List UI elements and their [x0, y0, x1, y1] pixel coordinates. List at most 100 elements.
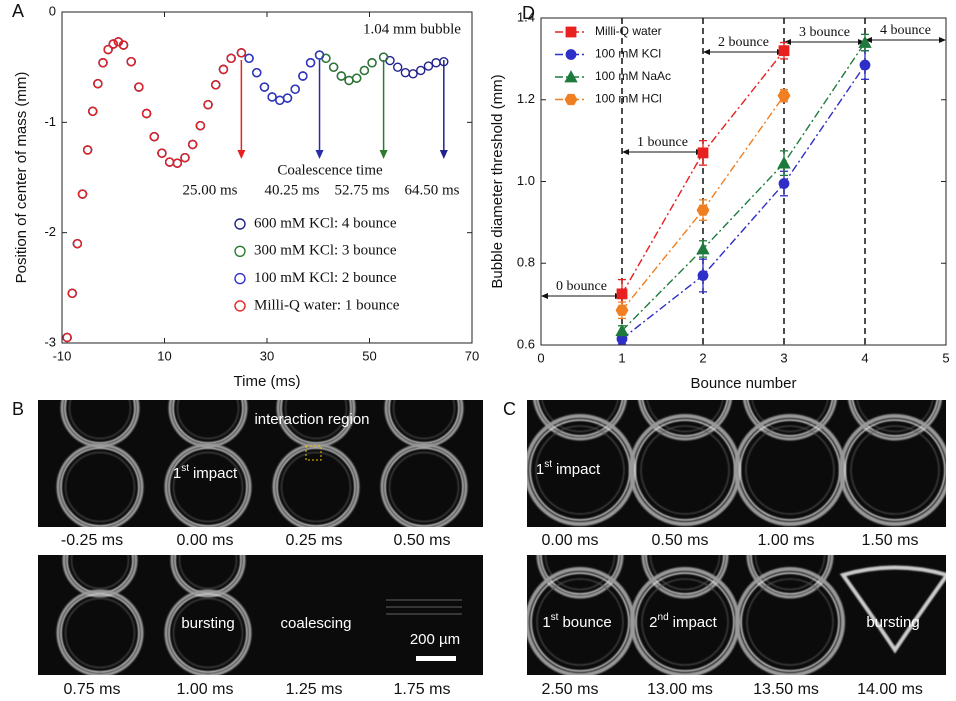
bubble-ring [168, 593, 248, 673]
bubble-ring [545, 555, 615, 590]
data-point [88, 106, 98, 117]
data-point [103, 44, 113, 55]
y-tick-label: -2 [44, 224, 56, 239]
region-label: 1 bounce [637, 135, 688, 150]
data-point [67, 288, 77, 299]
bubble-ring [380, 443, 468, 527]
data-point [778, 45, 790, 57]
region-label: 3 bounce [799, 25, 850, 40]
annotation: bursting [181, 615, 234, 632]
time-label: 1.00 ms [177, 681, 234, 698]
legend-marker [234, 272, 246, 285]
legend-marker [234, 245, 246, 258]
bubble-ring [389, 452, 459, 522]
data-point [314, 50, 325, 60]
region-label: 2 bounce [718, 35, 769, 50]
annotation: 2nd impact [649, 612, 717, 631]
legend-marker [565, 49, 577, 60]
data-point [344, 75, 354, 86]
bubble-ring [56, 443, 144, 527]
annotation: Coalescence time [277, 162, 383, 178]
legend-marker [565, 26, 577, 38]
bubble-ring [172, 400, 244, 444]
data-point [180, 152, 190, 163]
plot-frame [61, 11, 473, 344]
data-point [777, 156, 791, 169]
image [56, 400, 468, 527]
panel-label: A [12, 1, 24, 21]
annotation: 1.04 mm bubble [363, 21, 461, 37]
bubble-ring [285, 400, 347, 439]
data-point [431, 58, 441, 68]
bubble-ring [527, 414, 636, 526]
bubble-ring [645, 555, 725, 595]
bubble-ring [281, 452, 351, 522]
text: 1 [542, 614, 550, 631]
data-point [126, 56, 136, 67]
bubble-ring [276, 447, 356, 527]
bubble-ring [746, 578, 834, 666]
data-point [149, 131, 159, 142]
arrow-head [315, 150, 324, 159]
data-point [290, 84, 300, 94]
superscript: nd [658, 612, 669, 623]
time-label: 1.75 ms [394, 681, 451, 698]
annotation: interaction region [254, 411, 369, 428]
image-panels [38, 400, 946, 675]
data-point [392, 62, 403, 72]
data-point [305, 58, 316, 68]
data-point [195, 120, 206, 131]
bubble-ring [635, 572, 735, 672]
bubble-ring [743, 400, 837, 441]
bubble-ring [164, 443, 252, 527]
bubble-ring [746, 555, 834, 599]
bubble-ring [536, 578, 624, 666]
image-annotations: B C interaction region 1st impact burstin… [12, 399, 920, 661]
y-tick-label: 1.0 [517, 173, 535, 188]
text: 1 [173, 465, 181, 482]
bubble-ring [746, 400, 834, 437]
bubble-ring [174, 555, 242, 594]
bubble-ring [856, 400, 934, 432]
superscript: st [544, 459, 552, 470]
x-tick-label: 4 [861, 350, 868, 365]
x-axis-title: Bounce number [691, 375, 797, 392]
bubble-ring [641, 555, 729, 599]
data-point [696, 242, 710, 255]
time-label: -0.25 ms [61, 532, 123, 549]
panel-label: B [12, 399, 24, 419]
bubble-ring [384, 447, 464, 527]
bubble-ring [66, 555, 134, 594]
bubble-ring [280, 400, 352, 444]
data-point [615, 304, 629, 316]
superscript: st [181, 463, 189, 474]
data-point [236, 48, 247, 58]
data-point [359, 65, 370, 76]
bubble-ring [393, 400, 455, 439]
bubble-ring [536, 400, 624, 437]
annotation: 1st impact [173, 463, 238, 482]
arrow-head [379, 150, 388, 159]
x-axis-title: Time (ms) [234, 373, 301, 390]
text: 1 [536, 461, 544, 478]
text: impact [673, 614, 718, 631]
data-point [62, 332, 72, 343]
series-line [621, 64, 866, 340]
y-axis-title: Position of center of mass (mm) [13, 72, 30, 284]
bubble-ring [62, 555, 138, 598]
x-tick-label: 70 [465, 348, 479, 363]
data-point [72, 238, 83, 249]
data-point [98, 58, 108, 68]
bubble-ring [64, 400, 136, 444]
bubble-ring [850, 425, 940, 515]
data-point [615, 323, 629, 337]
data-point [859, 59, 871, 71]
bubble-ring [170, 555, 246, 598]
data-point [367, 58, 377, 68]
data-point [416, 65, 426, 76]
arrow-head [541, 293, 548, 299]
arrow-head [622, 149, 629, 155]
time-label: 0.25 ms [286, 532, 343, 549]
image [56, 555, 462, 675]
bubble-ring [535, 425, 625, 515]
